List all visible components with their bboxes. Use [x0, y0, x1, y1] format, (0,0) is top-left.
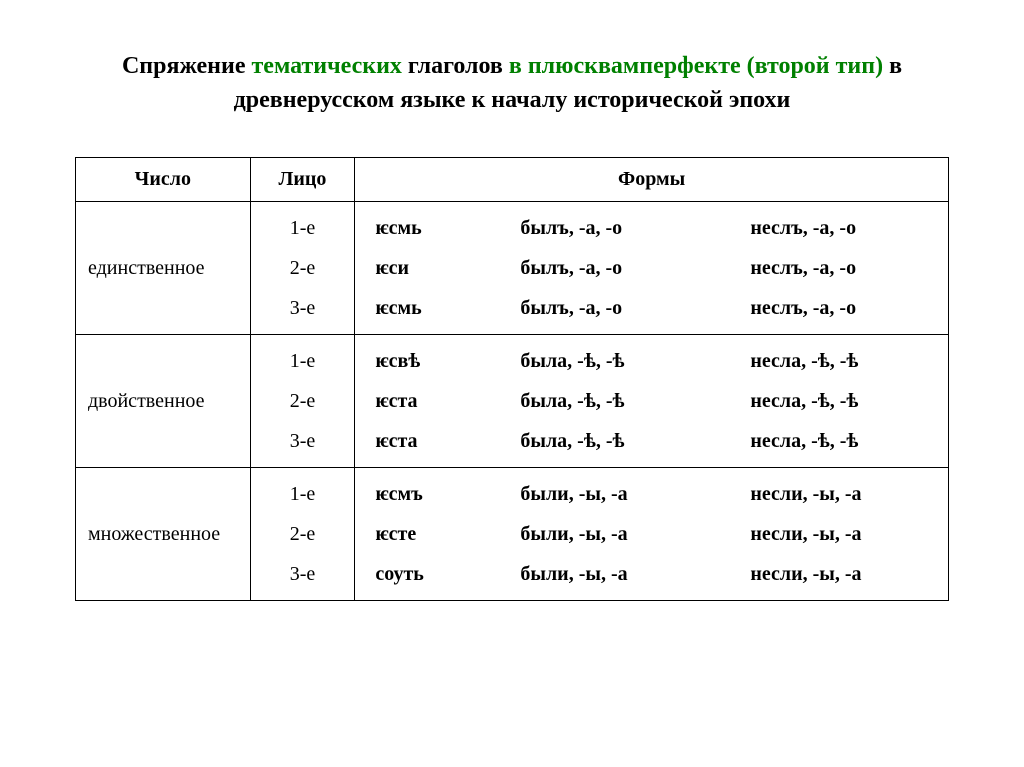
- header-number: Число: [76, 158, 251, 202]
- forms-line: ѥсмьбылъ, -а, -онеслъ, -а, -о: [375, 288, 940, 328]
- title-part-1: тематических: [252, 53, 402, 79]
- table-row: единственное 1-е 2-е 3-е ѥсмьбылъ, -а, -…: [76, 202, 949, 335]
- header-forms: Формы: [355, 158, 949, 202]
- person-cell: 1-е 2-е 3-е: [250, 202, 355, 335]
- forms-line: ѥсмъбыли, -ы, -анесли, -ы, -а: [375, 474, 940, 514]
- person-cell: 1-е 2-е 3-е: [250, 468, 355, 601]
- forms-line: ѥсибылъ, -а, -онеслъ, -а, -о: [375, 248, 940, 288]
- forms-line: ѥстабыла, -ѣ, -ѣ несла, -ѣ, -ѣ: [375, 421, 940, 461]
- forms-line: ѥсмьбылъ, -а, -онеслъ, -а, -о: [375, 208, 940, 248]
- forms-line: соутьбыли, -ы, -анесли, -ы, -а: [375, 554, 940, 594]
- title-part-2: глаголов: [402, 53, 509, 79]
- table-row: множественное 1-е 2-е 3-е ѥсмъбыли, -ы, …: [76, 468, 949, 601]
- header-person: Лицо: [250, 158, 355, 202]
- forms-cell: ѥсмьбылъ, -а, -онеслъ, -а, -о ѥсибылъ, -…: [355, 202, 949, 335]
- title-part-0: Спряжение: [122, 53, 252, 79]
- number-cell-singular: единственное: [76, 202, 251, 335]
- conjugation-table: Число Лицо Формы единственное 1-е 2-е 3-…: [75, 157, 949, 601]
- forms-cell: ѥсмъбыли, -ы, -анесли, -ы, -а ѥстебыли, …: [355, 468, 949, 601]
- table-row: двойственное 1-е 2-е 3-е ѥсвѣбыла, -ѣ, -…: [76, 335, 949, 468]
- title-part-3: в плюсквамперфекте (второй тип): [509, 53, 883, 79]
- number-cell-dual: двойственное: [76, 335, 251, 468]
- person-cell: 1-е 2-е 3-е: [250, 335, 355, 468]
- forms-line: ѥсвѣбыла, -ѣ, -ѣнесла, -ѣ, -ѣ: [375, 341, 940, 381]
- forms-line: ѥстабыла, -ѣ, -ѣнесла, -ѣ, -ѣ: [375, 381, 940, 421]
- page-title: Спряжение тематических глаголов в плюскв…: [75, 50, 949, 117]
- forms-cell: ѥсвѣбыла, -ѣ, -ѣнесла, -ѣ, -ѣ ѥстабыла, …: [355, 335, 949, 468]
- number-cell-plural: множественное: [76, 468, 251, 601]
- table-header-row: Число Лицо Формы: [76, 158, 949, 202]
- table-body: единственное 1-е 2-е 3-е ѥсмьбылъ, -а, -…: [76, 202, 949, 601]
- forms-line: ѥстебыли, -ы, -анесли, -ы, -а: [375, 514, 940, 554]
